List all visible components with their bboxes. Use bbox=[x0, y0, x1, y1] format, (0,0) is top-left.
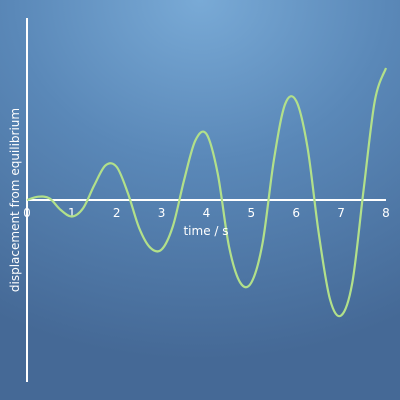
x-tick-label-1: 1 bbox=[68, 206, 76, 220]
x-tick-label-8: 8 bbox=[382, 206, 390, 220]
series-line-0 bbox=[27, 68, 386, 316]
x-tick-label-0: 0 bbox=[23, 206, 31, 220]
x-tick-label-5: 5 bbox=[248, 206, 256, 220]
x-tick-label-4: 4 bbox=[203, 206, 211, 220]
x-tick-label-7: 7 bbox=[337, 206, 345, 220]
x-tick-label-3: 3 bbox=[158, 206, 166, 220]
series-group bbox=[27, 68, 386, 316]
x-tick-label-2: 2 bbox=[113, 206, 121, 220]
x-axis-label: time / s bbox=[183, 224, 228, 238]
y-axis-label: displacement from equilibrium bbox=[8, 108, 22, 292]
x-tick-label-6: 6 bbox=[292, 206, 300, 220]
